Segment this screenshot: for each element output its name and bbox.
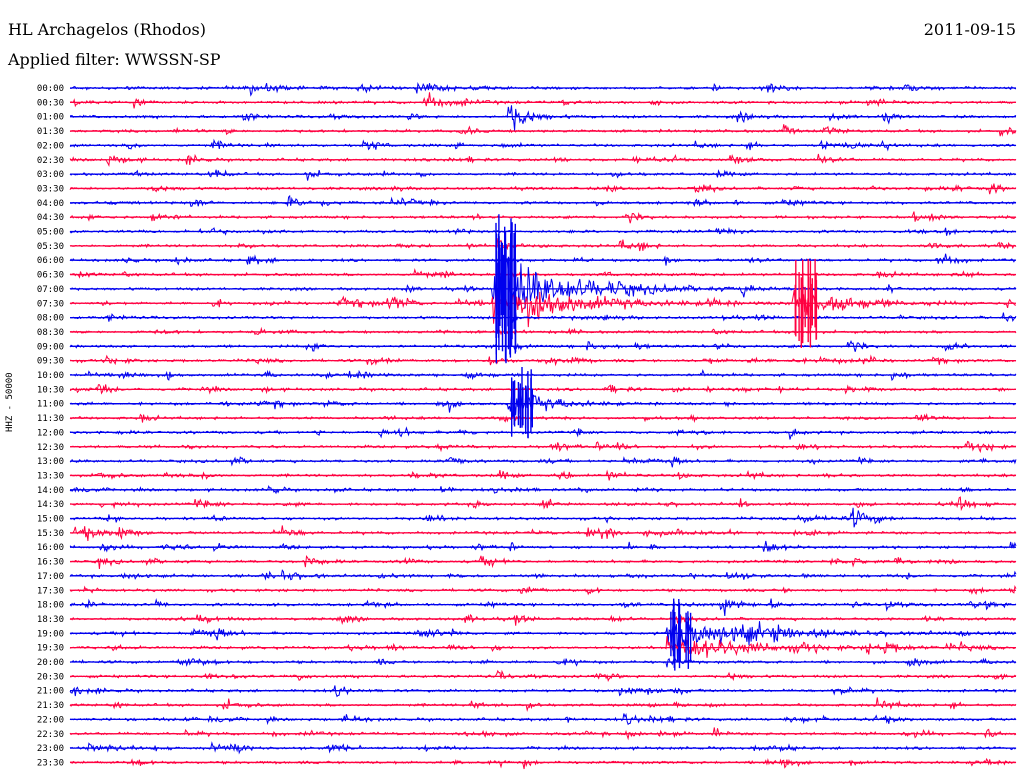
trace-row-38 [69,616,1017,663]
row-time-label: 14:00 [37,486,64,496]
row-time-label: 10:00 [37,371,64,381]
row-time-label: 15:30 [37,529,64,539]
trace-row-15 [69,290,1017,328]
row-time-label: 19:00 [37,629,64,639]
row-time-label: 08:30 [37,328,64,338]
row-time-label: 22:00 [37,715,64,725]
row-time-label: 17:30 [37,586,64,596]
trace-row-8 [69,194,1017,208]
trace-row-0 [69,82,1017,97]
row-time-label: 23:00 [37,744,64,754]
row-time-label: 18:30 [37,615,64,625]
row-time-label: 06:30 [37,271,64,281]
trace-row-34 [69,569,1017,581]
row-time-label: 07:00 [37,285,64,295]
row-time-label: 01:00 [37,113,64,123]
row-time-label: 09:30 [37,357,64,367]
trace-row-32 [69,540,1017,553]
station-title: HL Archagelos (Rhodos) [8,20,206,39]
row-time-label: 13:30 [37,471,64,481]
row-time-label: 23:30 [37,758,64,768]
filter-label: Applied filter: WWSSN-SP [8,50,221,69]
trace-row-22 [69,386,1017,419]
row-time-label: 20:30 [37,672,64,682]
trace-row-30 [69,507,1017,528]
trace-row-45 [69,727,1017,741]
row-time-label: 21:00 [37,687,64,697]
row-time-label: 02:30 [37,156,64,166]
trace-row-11 [69,237,1017,252]
trace-row-33 [69,554,1017,569]
trace-row-24 [69,426,1017,440]
row-time-label: 15:00 [37,515,64,525]
trace-row-43 [69,697,1017,712]
row-time-label: 11:30 [37,414,64,424]
row-time-label: 00:00 [37,84,64,94]
row-time-label: 20:00 [37,658,64,668]
row-time-label: 12:30 [37,443,64,453]
trace-row-40 [69,657,1017,668]
trace-row-37 [69,613,1017,626]
row-time-label: 00:30 [37,98,64,108]
row-time-label: 16:00 [37,543,64,553]
trace-row-6 [69,169,1017,181]
row-time-label: 16:30 [37,558,64,568]
trace-row-3 [69,124,1017,137]
trace-row-1 [69,92,1017,109]
row-time-label: 03:00 [37,170,64,180]
row-time-label: 07:30 [37,299,64,309]
trace-row-29 [69,496,1017,512]
row-time-label: 11:00 [37,400,64,410]
date-label: 2011-09-15 [923,20,1016,39]
row-time-label: 05:00 [37,228,64,238]
row-time-label: 13:00 [37,457,64,467]
row-time-label: 22:30 [37,730,64,740]
row-time-label: 04:30 [37,213,64,223]
trace-row-2 [69,105,1017,131]
trace-row-47 [69,757,1017,770]
row-time-label: 19:30 [37,644,64,654]
row-time-label: 08:00 [37,314,64,324]
trace-row-14 [69,258,1017,309]
row-time-label: 05:30 [37,242,64,252]
row-time-label: 01:30 [37,127,64,137]
row-time-label: 09:00 [37,342,64,352]
row-time-label: 10:30 [37,385,64,395]
trace-row-7 [69,183,1017,195]
row-time-label: 14:30 [37,500,64,510]
row-time-label: 17:00 [37,572,64,582]
row-time-label: 21:30 [37,701,64,711]
trace-row-26 [69,456,1017,468]
row-time-label: 04:00 [37,199,64,209]
row-time-label: 06:00 [37,256,64,266]
row-time-label: 03:30 [37,184,64,194]
trace-row-36 [69,598,1017,617]
row-time-label: 18:00 [37,601,64,611]
row-time-label: 02:00 [37,141,64,151]
row-time-label: 12:00 [37,428,64,438]
